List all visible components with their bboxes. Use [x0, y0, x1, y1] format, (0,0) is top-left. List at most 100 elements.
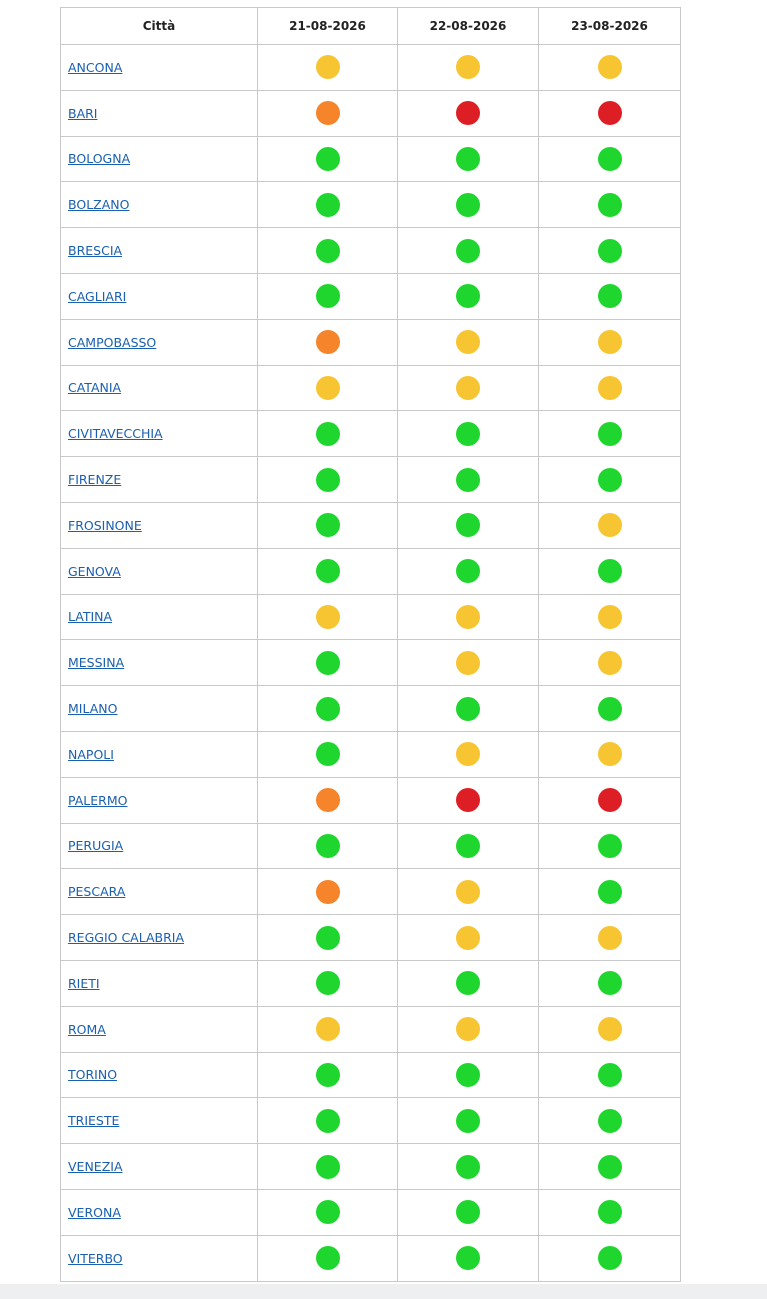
- status-cell: [538, 1005, 681, 1053]
- status-dot: [315, 101, 340, 126]
- status-dot: [456, 604, 480, 629]
- city-link[interactable]: BARI: [68, 105, 98, 121]
- status-cell: [397, 1143, 539, 1190]
- status-cell: [397, 1051, 539, 1099]
- status-dot: [315, 650, 340, 675]
- status-cell: [257, 593, 398, 641]
- table-row: CAGLIARI: [60, 272, 681, 320]
- status-cell: [257, 685, 398, 732]
- city-link[interactable]: VENEZIA: [68, 1159, 123, 1175]
- status-cell: [538, 959, 681, 1007]
- status-dot: [597, 330, 622, 355]
- table-row: PALERMO: [60, 776, 681, 824]
- status-dot: [315, 375, 340, 400]
- status-dot: [597, 1246, 622, 1271]
- city-link[interactable]: PESCARA: [68, 884, 126, 900]
- status-dot: [456, 1108, 480, 1133]
- table-row: NAPOLI: [60, 730, 681, 778]
- status-cell: [538, 135, 681, 183]
- city-link[interactable]: PALERMO: [68, 792, 128, 808]
- status-dot: [456, 467, 480, 492]
- status-dot: [597, 146, 622, 171]
- status-dot: [315, 971, 340, 996]
- status-cell: [397, 1188, 539, 1236]
- status-cell: [257, 318, 398, 366]
- status-dot: [315, 696, 340, 721]
- city-link[interactable]: CIVITAVECCHIA: [68, 426, 163, 442]
- status-dot: [597, 604, 622, 629]
- city-cell: CATANIA: [60, 364, 258, 412]
- status-cell: [257, 501, 398, 549]
- status-dot: [456, 833, 480, 858]
- city-link[interactable]: TRIESTE: [68, 1113, 120, 1129]
- status-dot: [456, 696, 480, 721]
- status-dot: [597, 1108, 622, 1133]
- status-cell: [538, 456, 681, 503]
- status-dot: [315, 604, 340, 629]
- city-link[interactable]: RIETI: [68, 975, 100, 991]
- city-link[interactable]: VERONA: [68, 1204, 121, 1220]
- status-cell: [538, 914, 681, 961]
- status-cell: [397, 456, 539, 503]
- status-dot: [456, 879, 480, 904]
- status-dot: [597, 1017, 622, 1042]
- city-link[interactable]: FROSINONE: [68, 517, 142, 533]
- city-link[interactable]: MILANO: [68, 701, 118, 717]
- page-footer-band: [0, 1284, 767, 1299]
- status-dot: [456, 925, 480, 950]
- city-link[interactable]: VITERBO: [68, 1250, 123, 1266]
- column-header: 23-08-2026: [538, 7, 681, 45]
- status-cell: [257, 822, 398, 870]
- header-row: Città 21-08-2026 22-08-2026 23-08-2026: [60, 7, 681, 45]
- city-link[interactable]: LATINA: [68, 609, 113, 625]
- city-link[interactable]: TORINO: [68, 1067, 118, 1083]
- status-cell: [397, 318, 539, 366]
- city-link[interactable]: CATANIA: [68, 380, 122, 396]
- status-cell: [257, 227, 398, 274]
- status-dot: [315, 742, 340, 767]
- status-dot: [597, 879, 622, 904]
- status-cell: [257, 914, 398, 961]
- city-link[interactable]: NAPOLI: [68, 746, 114, 762]
- city-link[interactable]: MESSINA: [68, 655, 125, 671]
- city-cell: PERUGIA: [60, 822, 258, 870]
- city-link[interactable]: BRESCIA: [68, 243, 123, 259]
- status-dot: [597, 1154, 622, 1179]
- status-dot: [456, 1062, 480, 1087]
- status-dot: [315, 192, 340, 217]
- status-cell: [257, 44, 398, 91]
- column-header: 21-08-2026: [257, 7, 398, 45]
- city-link[interactable]: GENOVA: [68, 563, 121, 579]
- status-dot: [315, 925, 340, 950]
- city-link[interactable]: ANCONA: [68, 59, 123, 75]
- status-dot: [456, 788, 480, 813]
- status-dot: [597, 238, 622, 263]
- status-cell: [397, 227, 539, 274]
- city-link[interactable]: BOLOGNA: [68, 151, 131, 167]
- city-link[interactable]: ROMA: [68, 1021, 106, 1037]
- status-cell: [257, 1234, 398, 1282]
- status-cell: [397, 89, 539, 137]
- city-link[interactable]: REGGIO CALABRIA: [68, 930, 185, 946]
- table-row: MILANO: [60, 685, 681, 732]
- status-cell: [538, 44, 681, 91]
- table-row: BOLOGNA: [60, 135, 681, 183]
- table-row: BARI: [60, 89, 681, 137]
- table-row: VERONA: [60, 1188, 681, 1236]
- city-link[interactable]: BOLZANO: [68, 197, 130, 213]
- status-dot: [597, 55, 622, 80]
- city-link[interactable]: CAGLIARI: [68, 288, 127, 304]
- city-link[interactable]: FIRENZE: [68, 472, 122, 488]
- status-dot: [315, 1062, 340, 1087]
- city-link[interactable]: PERUGIA: [68, 838, 124, 854]
- status-cell: [257, 410, 398, 458]
- city-cell: FROSINONE: [60, 501, 258, 549]
- status-dot: [597, 467, 622, 492]
- city-link[interactable]: CAMPOBASSO: [68, 334, 157, 350]
- status-dot: [456, 971, 480, 996]
- status-dot: [456, 1246, 480, 1271]
- city-cell: BRESCIA: [60, 227, 258, 274]
- status-dot: [456, 101, 480, 126]
- status-cell: [538, 501, 681, 549]
- column-header: Città: [60, 7, 258, 45]
